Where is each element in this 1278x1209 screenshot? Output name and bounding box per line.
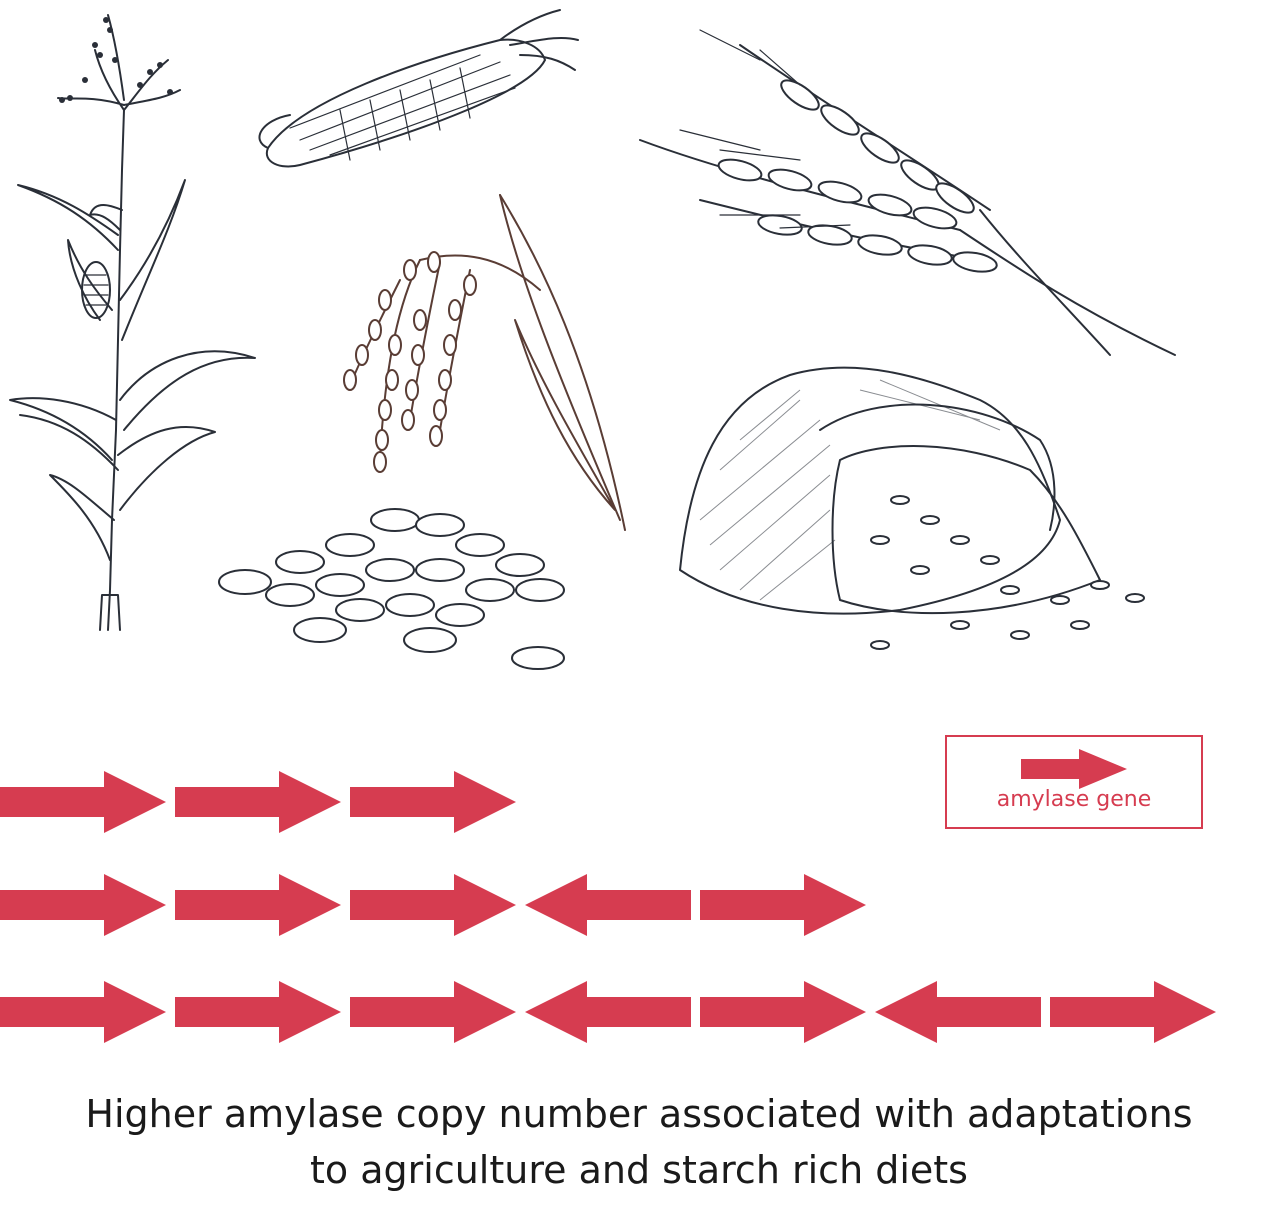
amylase-gene-arrow-right [0, 874, 166, 936]
caption: Higher amylase copy number associated wi… [0, 1086, 1278, 1198]
amylase-gene-arrow-right [175, 771, 341, 833]
amylase-gene-arrow-right [700, 874, 866, 936]
legend-label: amylase gene [996, 787, 1152, 812]
gene-row-1 [0, 771, 516, 833]
amylase-gene-arrow-right [350, 874, 516, 936]
caption-line-2: to agriculture and starch rich diets [310, 1148, 968, 1192]
crop-illustrations [9, 9, 1176, 670]
amylase-gene-arrow-right [350, 771, 516, 833]
amylase-gene-arrow-right [1050, 981, 1216, 1043]
gene-row-3 [0, 981, 1216, 1043]
amylase-gene-arrow-right [0, 771, 166, 833]
amylase-gene-arrow-left [525, 874, 691, 936]
amylase-gene-arrow-right [175, 981, 341, 1043]
rice-plant-icon [343, 194, 626, 531]
gene-copy-rows [0, 771, 1216, 1043]
amylase-gene-arrow-right [350, 981, 516, 1043]
legend: amylase gene [945, 735, 1203, 829]
wheat-ears-icon [639, 29, 1176, 356]
amylase-gene-arrow-right [175, 874, 341, 936]
right-arrow-icon [1021, 749, 1127, 789]
corn-plant-icon [9, 14, 256, 631]
amylase-gene-arrow-right [0, 981, 166, 1043]
gene-row-2 [0, 874, 866, 936]
corn-cob-icon [258, 9, 579, 168]
caption-line-1: Higher amylase copy number associated wi… [85, 1092, 1193, 1136]
rice-grain-pile-icon [218, 508, 565, 670]
amylase-gene-arrow-right [700, 981, 866, 1043]
amylase-gene-arrow-left [525, 981, 691, 1043]
grain-sack-icon [679, 366, 1145, 650]
amylase-gene-arrow-left [875, 981, 1041, 1043]
